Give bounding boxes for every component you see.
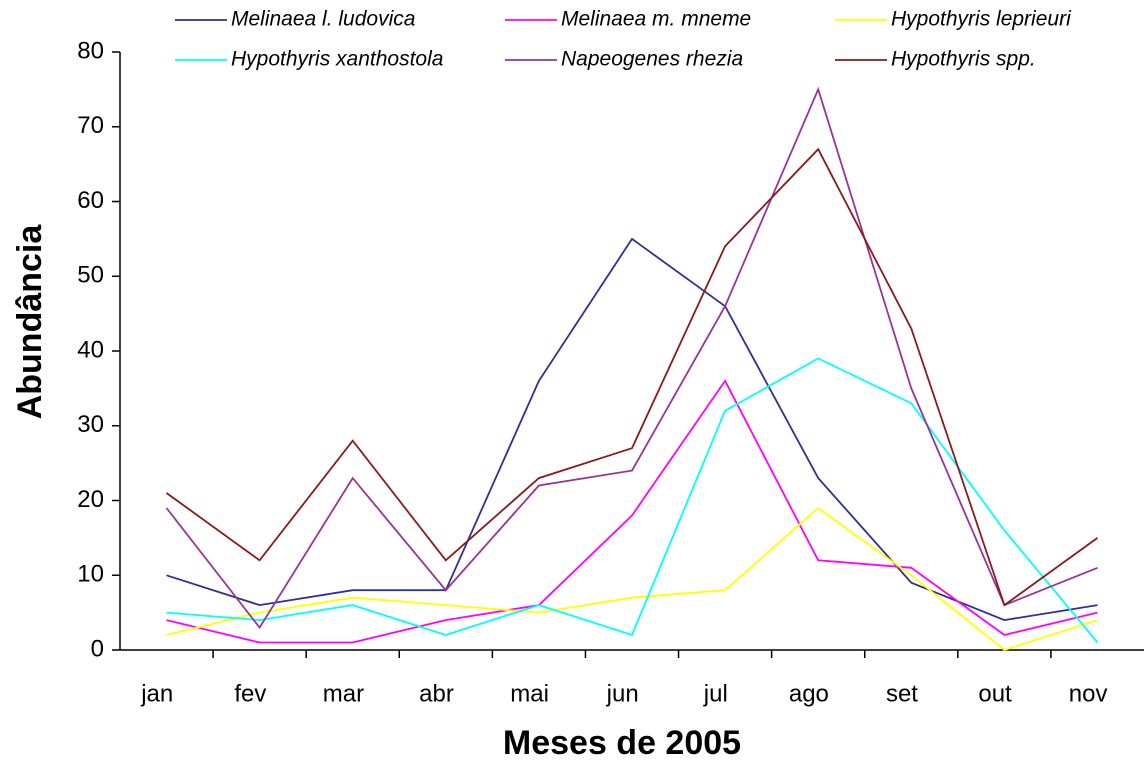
legend-label: Melinaea m. mneme [561, 8, 751, 31]
y-axis-title: Abundância [11, 224, 49, 420]
y-tick-label: 10 [77, 561, 104, 588]
y-tick-label: 0 [91, 635, 104, 662]
y-tick-label: 50 [77, 262, 104, 289]
y-tick-label: 20 [77, 486, 104, 513]
legend-label: Hypothyris xanthostola [231, 48, 443, 71]
legend-label: Napeogenes rhezia [561, 48, 743, 71]
legend-label: Hypothyris leprieuri [891, 8, 1072, 31]
legend-label: Hypothyris spp. [891, 48, 1036, 71]
y-tick-label: 60 [77, 187, 104, 214]
x-tick-label: jun [606, 680, 639, 707]
x-tick-label: mar [323, 680, 364, 707]
x-tick-label: jan [140, 680, 173, 707]
x-tick-label: mai [510, 680, 549, 707]
x-tick-label: fev [234, 680, 266, 707]
y-tick-label: 40 [77, 336, 104, 363]
series-line [165, 147, 1099, 607]
x-tick-label: ago [789, 680, 829, 707]
x-tick-label: abr [419, 680, 454, 707]
x-tick-label: out [978, 680, 1012, 707]
series-line [166, 237, 1098, 622]
series-line [166, 357, 1099, 644]
x-tick-label: nov [1069, 680, 1108, 707]
y-tick-label: 30 [77, 411, 104, 438]
legend-label: Melinaea l. ludovica [231, 8, 415, 31]
x-tick-label: jul [703, 680, 728, 707]
y-tick-label: 70 [77, 112, 104, 139]
x-tick-label: set [886, 680, 918, 707]
series-line [165, 86, 1098, 630]
y-tick-label: 80 [77, 37, 104, 64]
x-axis-title: Meses de 2005 [503, 724, 741, 762]
series-line [166, 506, 1098, 652]
series-line [166, 379, 1098, 644]
